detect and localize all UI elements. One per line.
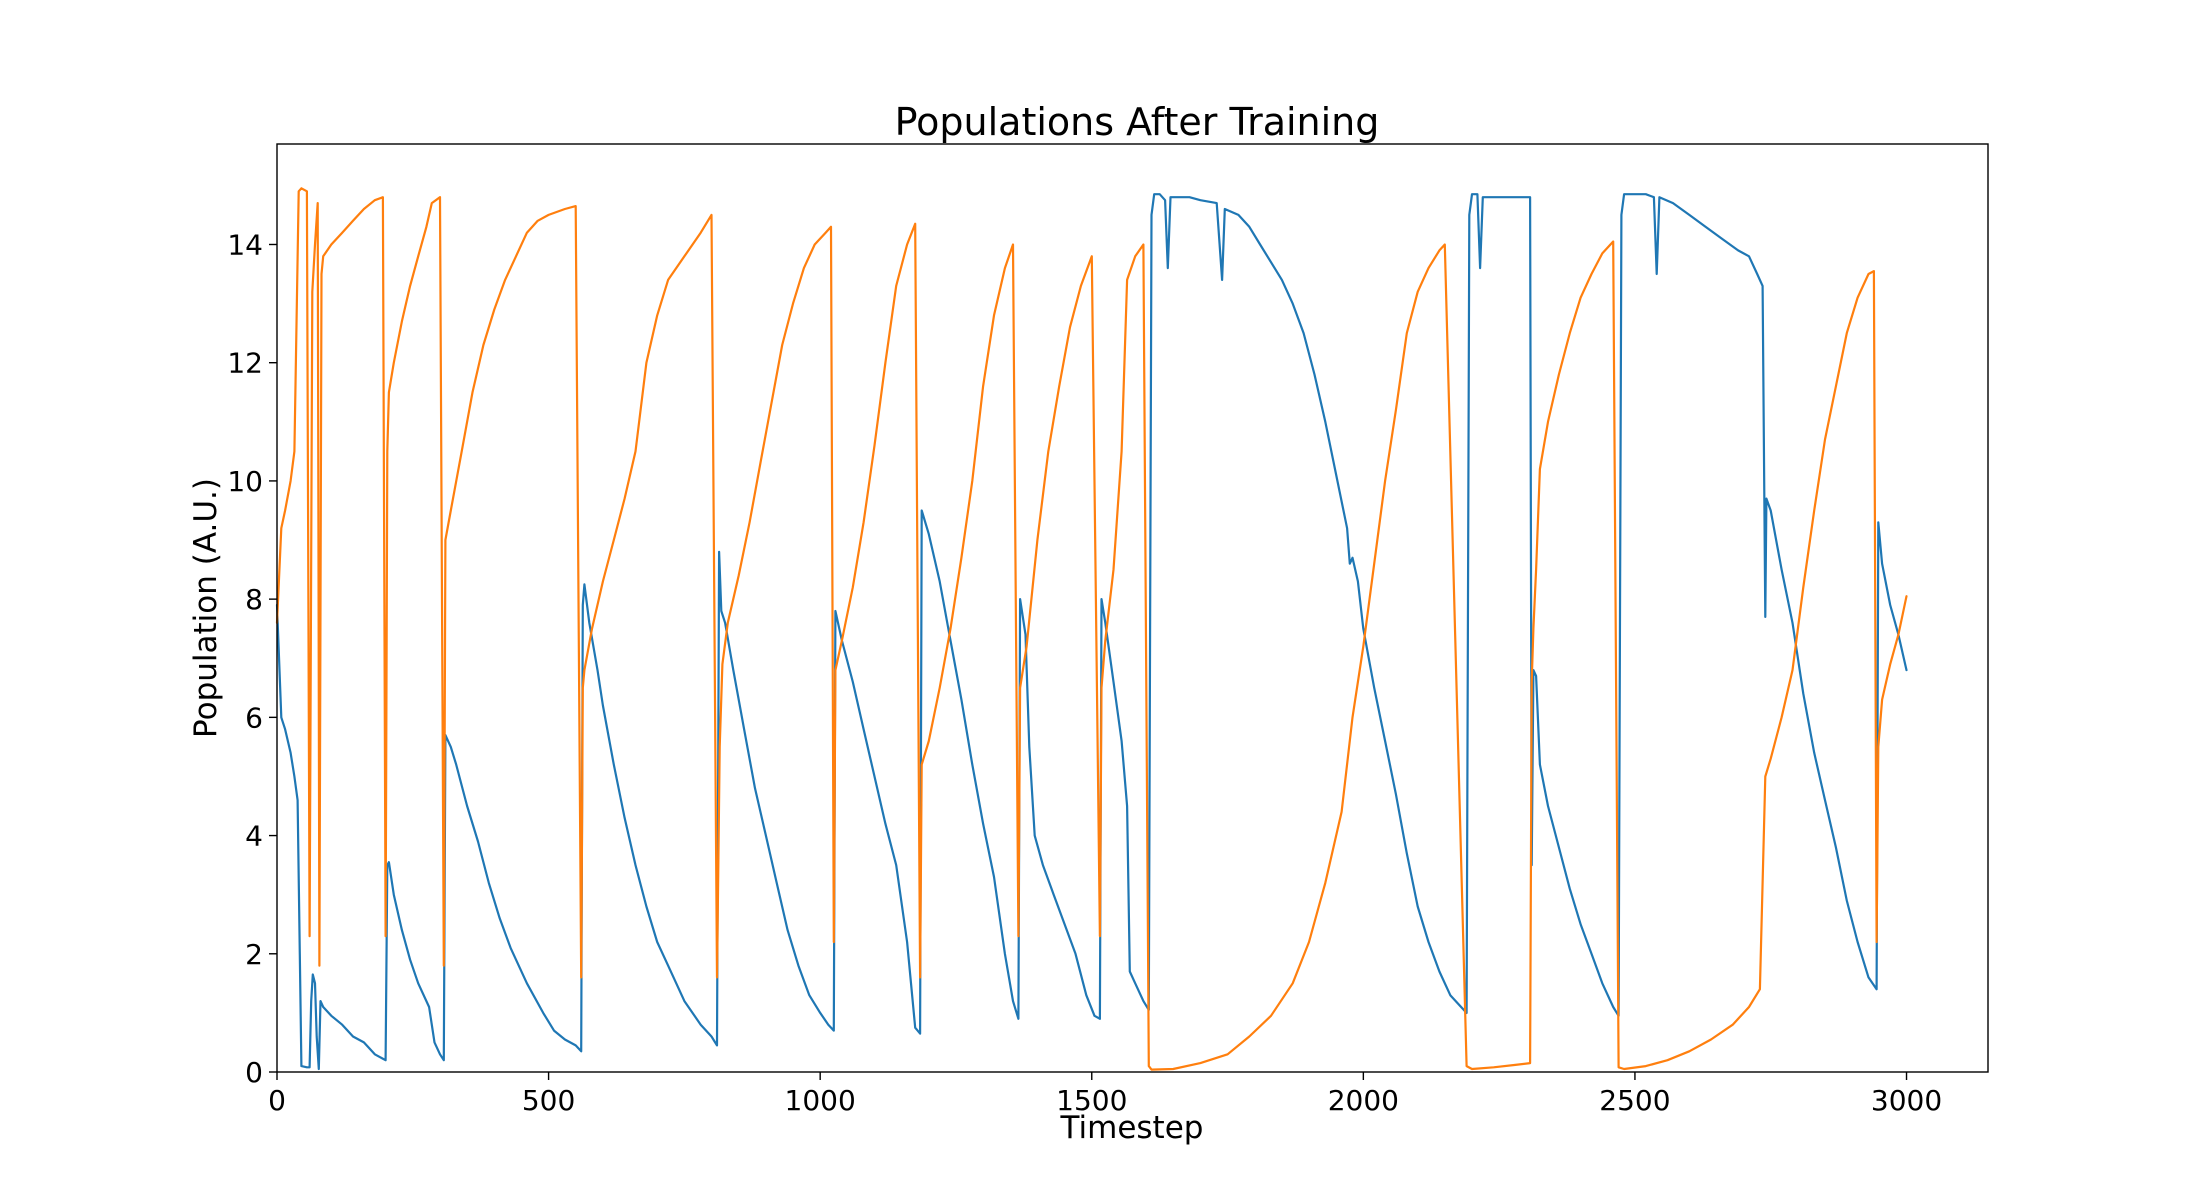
- y-tick-label: 8: [245, 583, 263, 616]
- x-tick-label: 2500: [1599, 1084, 1670, 1117]
- x-tick-label: 0: [268, 1084, 286, 1117]
- series-line-2: [275, 187, 1908, 1071]
- x-tick-label: 2000: [1328, 1084, 1399, 1117]
- x-tick-label: 500: [522, 1084, 575, 1117]
- chart-title: Populations After Training: [895, 100, 1380, 144]
- series-line-1: [275, 193, 1908, 1071]
- y-tick-label: 4: [245, 820, 263, 853]
- series-layer: [275, 187, 1908, 1071]
- plot-frame: [276, 143, 1989, 1073]
- y-tick-label: 6: [245, 701, 263, 734]
- x-tick-label: 1500: [1056, 1084, 1127, 1117]
- y-axis: 0 2 4 6 8 10 12 14: [227, 228, 277, 1089]
- y-tick-label: 0: [245, 1056, 263, 1089]
- y-tick-label: 10: [227, 465, 263, 498]
- y-tick-label: 2: [245, 938, 263, 971]
- y-tick-label: 12: [227, 347, 263, 380]
- x-tick-label: 3000: [1871, 1084, 1942, 1117]
- x-axis-label: Timestep: [1060, 1110, 1204, 1146]
- x-axis: 0 500 1000 1500 2000 2500 3000: [268, 1072, 1942, 1117]
- x-tick-label: 1000: [785, 1084, 856, 1117]
- y-axis-label: Population (A.U.): [188, 478, 224, 738]
- y-tick-label: 14: [227, 228, 263, 261]
